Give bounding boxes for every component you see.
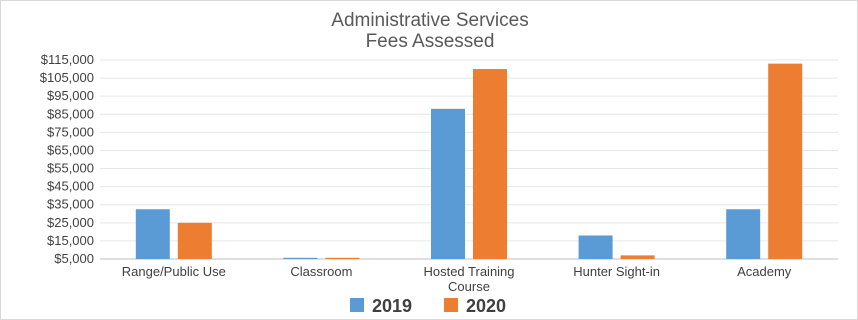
y-tick-label: $105,000 — [40, 70, 94, 85]
y-tick-label: $85,000 — [47, 106, 94, 121]
x-category-label: Hosted Training Course — [423, 264, 514, 294]
legend: 2019 2020 — [350, 296, 506, 316]
x-category-label: Academy — [737, 264, 792, 279]
x-axis-category-labels: Range/Public Use Classroom Hosted Training… — [122, 264, 792, 294]
y-tick-label: $5,000 — [54, 251, 94, 266]
y-tick-label: $15,000 — [47, 233, 94, 248]
bar-2020 — [177, 222, 212, 259]
legend-label-2019: 2019 — [372, 296, 412, 316]
bar-2019 — [431, 108, 465, 259]
legend-swatch-2019 — [350, 298, 364, 312]
y-tick-label: $25,000 — [47, 215, 94, 230]
y-tick-label: $35,000 — [47, 197, 94, 212]
y-axis-tick-labels: $5,000 $15,000 $25,000 $35,000 $45,000 $55,00… — [40, 52, 94, 266]
y-tick-label: $95,000 — [47, 88, 94, 103]
x-category-label: Range/Public Use — [122, 264, 226, 279]
legend-label-2020: 2020 — [466, 296, 506, 316]
y-tick-label: $55,000 — [47, 161, 94, 176]
y-tick-label: $45,000 — [47, 179, 94, 194]
chart-title-line-1: Administrative Services — [331, 10, 528, 31]
bar-2019 — [726, 209, 761, 259]
bar-2020 — [620, 255, 655, 259]
bar-2019 — [135, 209, 170, 259]
bar-2020 — [473, 69, 507, 259]
bar-2019 — [283, 257, 318, 259]
x-category-label: Classroom — [290, 264, 352, 279]
chart-title-line-2: Fees Assessed — [366, 31, 495, 52]
bar-2019 — [578, 235, 613, 259]
y-tick-label: $115,000 — [41, 52, 94, 67]
bar-2020 — [768, 63, 803, 260]
y-tick-label: $65,000 — [47, 142, 94, 157]
bar-2020 — [325, 257, 360, 259]
legend-swatch-2020 — [444, 298, 458, 312]
x-category-label: Hunter Sight-in — [573, 264, 660, 279]
gridlines — [100, 59, 838, 260]
y-tick-label: $75,000 — [47, 124, 94, 139]
bars — [135, 63, 803, 260]
